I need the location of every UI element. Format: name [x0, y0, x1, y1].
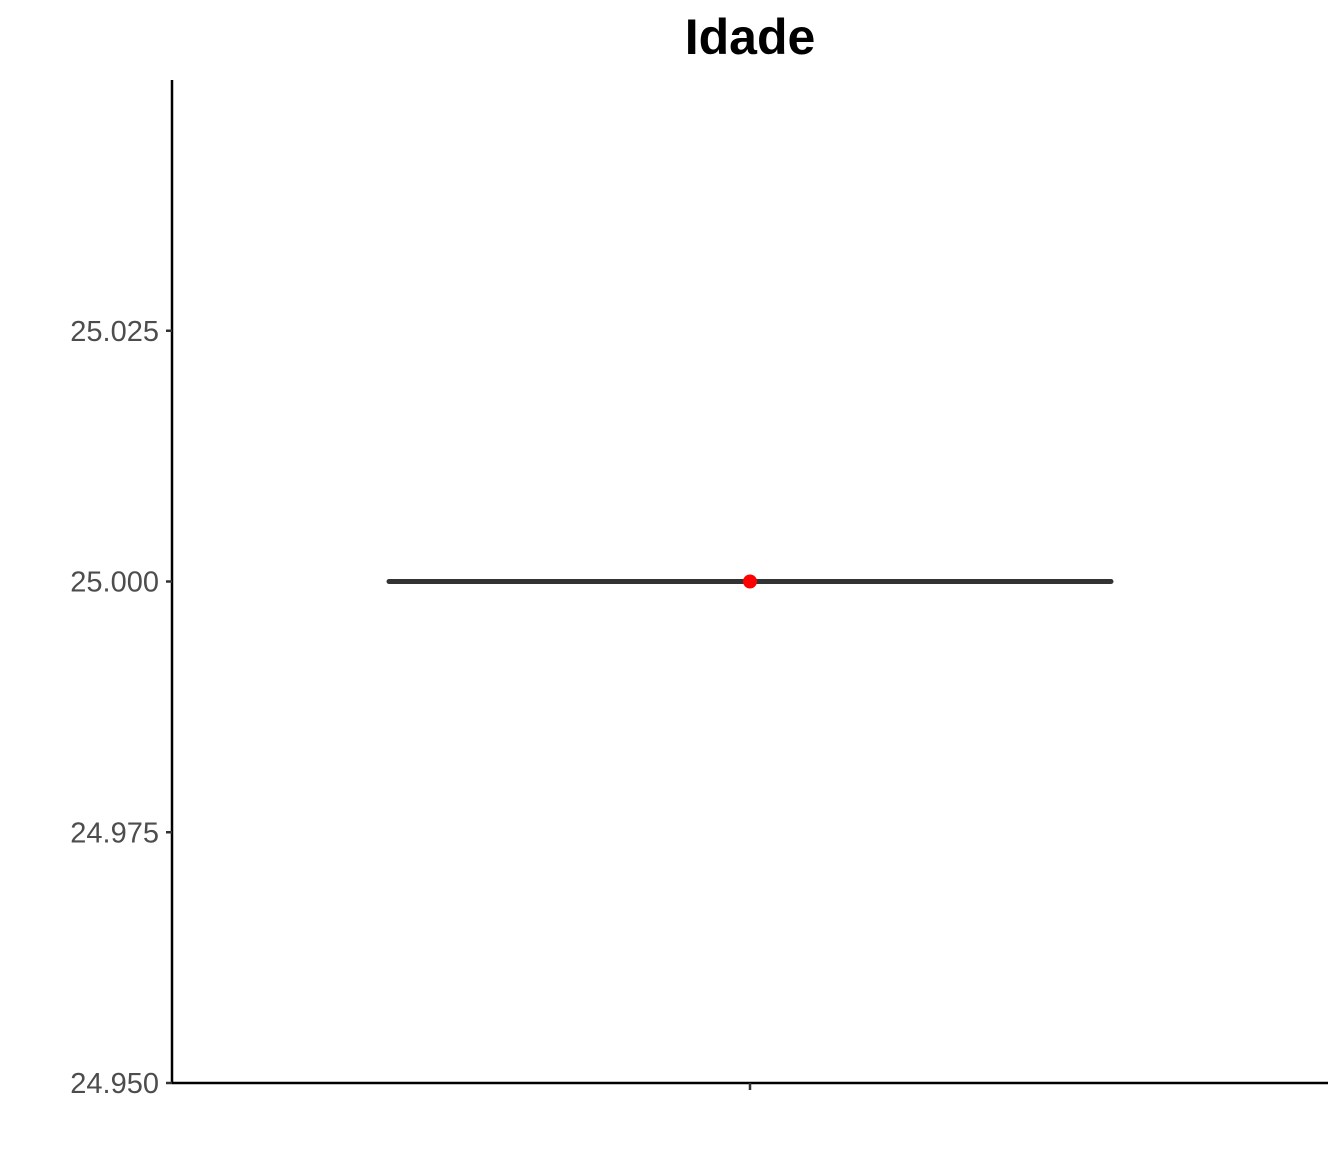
y-tick-label: 25.025: [70, 316, 159, 348]
y-tick-label: 25.000: [70, 567, 159, 599]
chart-title: Idade: [685, 9, 816, 65]
mean-point: [743, 574, 757, 589]
x-axis: [172, 1081, 1328, 1090]
y-tick-label: 24.975: [70, 817, 159, 849]
y-axis: 24.950 24.975 25.000 25.025: [70, 80, 174, 1100]
plot-marks: [386, 574, 1114, 589]
y-tick-label: 24.950: [70, 1068, 159, 1100]
